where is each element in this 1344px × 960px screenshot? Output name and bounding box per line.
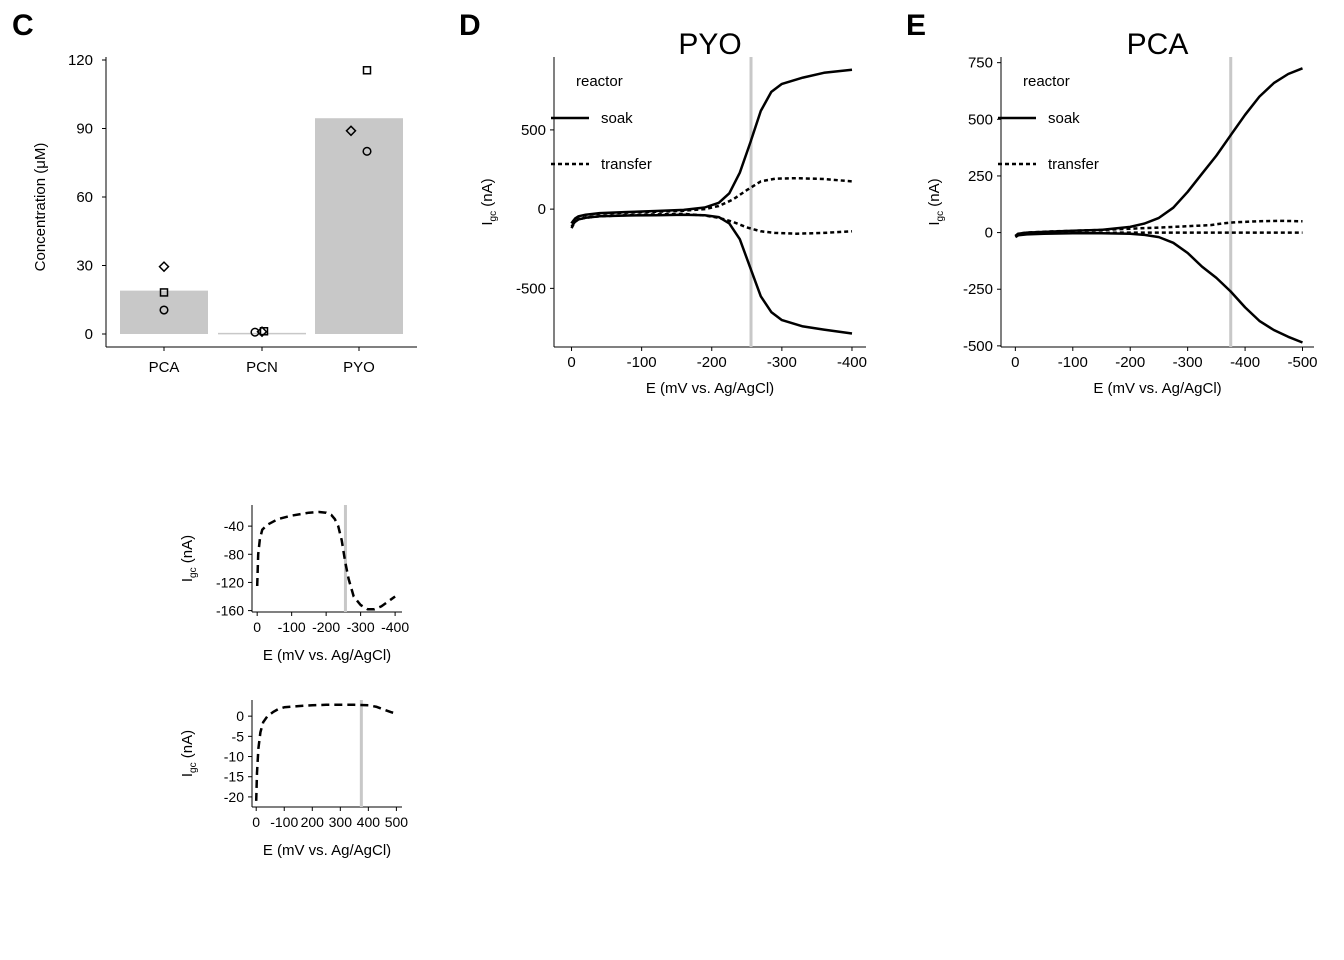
y-axis-label: Concentration (μM) (32, 143, 49, 272)
y-tick-label: 0 (236, 708, 244, 724)
legend-label-transfer: transfer (601, 156, 652, 173)
panel-letter-c: C (12, 9, 34, 42)
series-line-transfer-2 (1014, 219, 1303, 237)
panel-letter-d: D (459, 9, 481, 42)
legend-label-soak: soak (601, 110, 633, 127)
series-line-transfer-2 (570, 176, 853, 225)
inset-chart-1: 0 -100 -200 -300 -400 -160 -120 -80 -40 E (mV vs.… (179, 505, 409, 664)
x-tick-label: -400 (1230, 354, 1260, 371)
x-tick-label: -100 (1058, 354, 1088, 371)
x-tick-label: -200 (312, 619, 340, 635)
x-tick-label: 0 (252, 814, 260, 830)
bar-PCA (120, 290, 208, 334)
y-tick-label: -160 (216, 603, 244, 619)
line-chart-d: 0 -100 -200 -300 -400 -500 0 500 E (mV vs. Ag/Ag… (479, 28, 867, 397)
x-tick-label: -100 (627, 354, 657, 371)
bar-PYO (315, 118, 403, 334)
y-tick-label: 750 (968, 55, 993, 72)
x-tick-label: -100 (270, 814, 298, 830)
y-axis-label: Igc (nA) (479, 178, 499, 225)
y-tick-label: -500 (963, 338, 993, 355)
x-axis-label: E (mV vs. Ag/AgCl) (263, 842, 391, 859)
x-tick-label: -300 (347, 619, 375, 635)
y-tick-label: -500 (516, 280, 546, 297)
y-tick-label: 500 (968, 111, 993, 128)
x-axis-label: E (mV vs. Ag/AgCl) (646, 380, 774, 397)
y-tick-label: -40 (224, 518, 244, 534)
y-tick-label: 0 (538, 201, 546, 218)
legend-label-transfer: transfer (1048, 156, 1099, 173)
bar-PCN (218, 332, 306, 335)
x-tick-label: -500 (1287, 354, 1317, 371)
y-tick-label: 250 (968, 168, 993, 185)
x-tick-label: -400 (381, 619, 409, 635)
x-tick-label: 500 (385, 814, 409, 830)
x-tick-label: 200 (301, 814, 325, 830)
y-tick-label: -80 (224, 546, 244, 562)
data-point-PYO-square (362, 66, 372, 75)
series-line-transfer-3 (1014, 231, 1303, 238)
x-tick-label: -200 (1115, 354, 1145, 371)
y-tick-label: -10 (224, 749, 244, 765)
y-tick-label: 30 (76, 258, 93, 275)
bar-chart-c: 0 30 60 90 120 PCA PCN PYO Concentration (μM) (32, 52, 417, 376)
panel-letter-e: E (906, 9, 926, 42)
x-tick-label: 400 (357, 814, 381, 830)
chart-title: PYO (678, 28, 741, 61)
y-tick-label: -15 (224, 769, 244, 785)
legend-label-soak: soak (1048, 110, 1080, 127)
y-axis-label: Igc (nA) (179, 730, 199, 777)
x-axis-label: E (mV vs. Ag/AgCl) (1093, 380, 1221, 397)
x-tick-label-PYO: PYO (343, 359, 375, 376)
y-tick-label: 60 (76, 189, 93, 206)
y-tick-label: 120 (68, 52, 93, 69)
data-point-PCA-diamond (158, 261, 170, 273)
line-chart-e: 0 -100 -200 -300 -400 -500 -500 -250 0 250 500 750 E… (926, 28, 1318, 397)
legend-title: reactor (1023, 73, 1070, 90)
data-point-PCA-square (159, 288, 169, 297)
x-tick-label: 300 (329, 814, 353, 830)
data-point-PYO-diamond (345, 125, 357, 137)
series-line-curve-0 (254, 703, 397, 801)
data-point-PYO-circle (362, 146, 372, 156)
x-tick-label: -300 (767, 354, 797, 371)
y-tick-label: 500 (521, 122, 546, 139)
x-axis-label: E (mV vs. Ag/AgCl) (263, 647, 391, 664)
y-axis-label: Igc (nA) (926, 178, 946, 225)
x-tick-label: -100 (278, 619, 306, 635)
y-tick-label: -5 (232, 728, 245, 744)
series-line-soak-1 (570, 213, 853, 335)
x-tick-label: 0 (1011, 354, 1019, 371)
x-tick-label: 0 (567, 354, 575, 371)
y-tick-label: 0 (85, 326, 93, 343)
x-tick-label: -400 (837, 354, 867, 371)
y-tick-label: -120 (216, 574, 244, 590)
data-point-PCN-square (259, 327, 269, 336)
legend-title: reactor (576, 73, 623, 90)
y-tick-label: 0 (985, 225, 993, 242)
y-tick-label: -20 (224, 789, 244, 805)
inset-chart-2: 0 -100 200 300 400 500-20-15-10-50E (mV vs. A… (179, 700, 408, 859)
series-line-curve-0 (255, 510, 396, 611)
chart-title: PCA (1127, 28, 1189, 61)
x-tick-label: -200 (697, 354, 727, 371)
series-line-transfer-3 (570, 212, 853, 235)
data-point-PCN-diamond (256, 326, 268, 338)
x-tick-label-PCN: PCN (246, 359, 278, 376)
data-point-PCA-circle (159, 305, 169, 315)
x-tick-label: 0 (253, 619, 261, 635)
x-tick-label-PCA: PCA (149, 359, 180, 376)
y-axis-label: Igc (nA) (179, 535, 199, 582)
y-tick-label: 90 (76, 121, 93, 138)
x-tick-label: -300 (1173, 354, 1203, 371)
y-tick-label: -250 (963, 281, 993, 298)
